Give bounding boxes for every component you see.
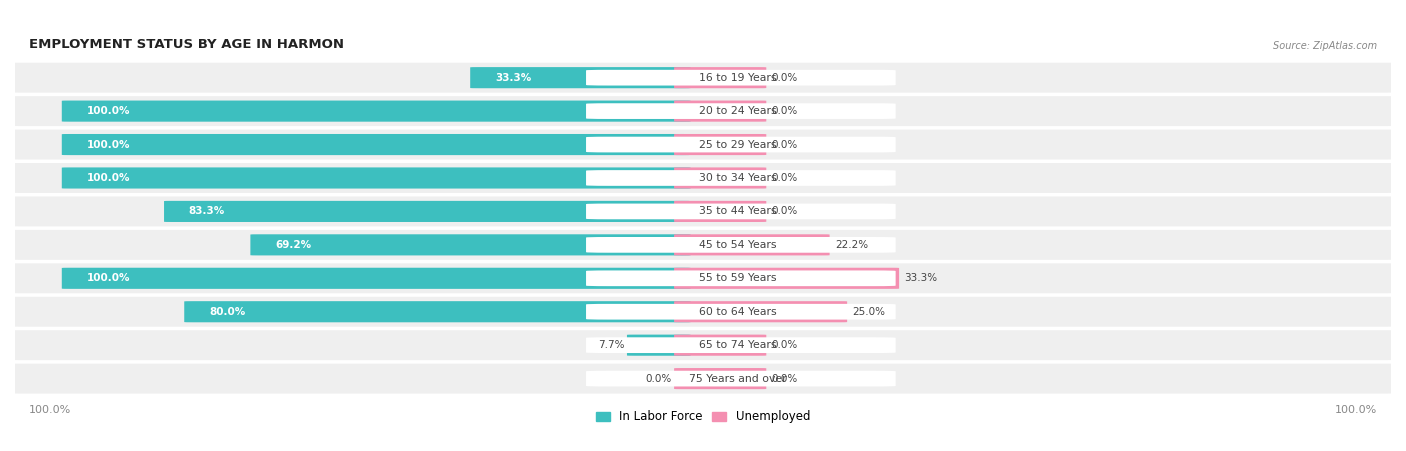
FancyBboxPatch shape — [586, 170, 896, 186]
FancyBboxPatch shape — [673, 101, 766, 122]
FancyBboxPatch shape — [586, 103, 896, 119]
FancyBboxPatch shape — [11, 96, 1395, 126]
Text: 0.0%: 0.0% — [772, 139, 799, 150]
Text: 0.0%: 0.0% — [772, 340, 799, 350]
FancyBboxPatch shape — [673, 335, 766, 356]
Text: 0.0%: 0.0% — [772, 373, 799, 384]
FancyBboxPatch shape — [673, 134, 766, 155]
Text: 45 to 54 Years: 45 to 54 Years — [699, 240, 776, 250]
FancyBboxPatch shape — [184, 301, 690, 322]
Text: 75 Years and over: 75 Years and over — [689, 373, 786, 384]
Text: 0.0%: 0.0% — [772, 173, 799, 183]
FancyBboxPatch shape — [627, 335, 690, 356]
Text: 65 to 74 Years: 65 to 74 Years — [699, 340, 776, 350]
FancyBboxPatch shape — [11, 129, 1395, 160]
FancyBboxPatch shape — [11, 297, 1395, 327]
Legend: In Labor Force, Unemployed: In Labor Force, Unemployed — [591, 406, 815, 428]
FancyBboxPatch shape — [11, 364, 1395, 394]
FancyBboxPatch shape — [11, 197, 1395, 226]
FancyBboxPatch shape — [673, 167, 766, 189]
Text: 0.0%: 0.0% — [772, 73, 799, 83]
FancyBboxPatch shape — [586, 337, 896, 353]
FancyBboxPatch shape — [586, 137, 896, 152]
FancyBboxPatch shape — [673, 268, 898, 289]
Text: 55 to 59 Years: 55 to 59 Years — [699, 273, 776, 283]
Text: 100.0%: 100.0% — [87, 139, 129, 150]
FancyBboxPatch shape — [586, 237, 896, 253]
Text: 25 to 29 Years: 25 to 29 Years — [699, 139, 776, 150]
FancyBboxPatch shape — [673, 368, 766, 389]
FancyBboxPatch shape — [586, 304, 896, 320]
FancyBboxPatch shape — [586, 271, 896, 286]
Text: 83.3%: 83.3% — [188, 207, 225, 216]
Text: 0.0%: 0.0% — [772, 106, 799, 116]
Text: 33.3%: 33.3% — [495, 73, 531, 83]
FancyBboxPatch shape — [250, 234, 690, 255]
Text: 100.0%: 100.0% — [87, 273, 129, 283]
Text: 100.0%: 100.0% — [87, 173, 129, 183]
FancyBboxPatch shape — [11, 163, 1395, 193]
Text: Source: ZipAtlas.com: Source: ZipAtlas.com — [1272, 41, 1378, 51]
FancyBboxPatch shape — [673, 301, 848, 322]
Text: 100.0%: 100.0% — [87, 106, 129, 116]
Text: 0.0%: 0.0% — [645, 373, 671, 384]
FancyBboxPatch shape — [673, 234, 830, 255]
FancyBboxPatch shape — [11, 230, 1395, 260]
Text: 30 to 34 Years: 30 to 34 Years — [699, 173, 776, 183]
Text: 20 to 24 Years: 20 to 24 Years — [699, 106, 776, 116]
FancyBboxPatch shape — [11, 63, 1395, 92]
Text: 16 to 19 Years: 16 to 19 Years — [699, 73, 776, 83]
Text: 33.3%: 33.3% — [904, 273, 938, 283]
FancyBboxPatch shape — [673, 67, 766, 88]
FancyBboxPatch shape — [586, 371, 896, 387]
Text: 69.2%: 69.2% — [276, 240, 311, 250]
Text: 25.0%: 25.0% — [852, 307, 886, 317]
Text: 60 to 64 Years: 60 to 64 Years — [699, 307, 776, 317]
FancyBboxPatch shape — [62, 268, 690, 289]
FancyBboxPatch shape — [11, 330, 1395, 360]
Text: 100.0%: 100.0% — [28, 405, 72, 415]
FancyBboxPatch shape — [470, 67, 690, 88]
FancyBboxPatch shape — [165, 201, 690, 222]
FancyBboxPatch shape — [673, 201, 766, 222]
Text: 0.0%: 0.0% — [772, 207, 799, 216]
Text: 35 to 44 Years: 35 to 44 Years — [699, 207, 776, 216]
FancyBboxPatch shape — [62, 167, 690, 189]
Text: EMPLOYMENT STATUS BY AGE IN HARMON: EMPLOYMENT STATUS BY AGE IN HARMON — [28, 38, 343, 51]
Text: 22.2%: 22.2% — [835, 240, 869, 250]
FancyBboxPatch shape — [62, 101, 690, 122]
FancyBboxPatch shape — [62, 134, 690, 155]
Text: 7.7%: 7.7% — [598, 340, 624, 350]
Text: 100.0%: 100.0% — [1334, 405, 1378, 415]
Text: 80.0%: 80.0% — [209, 307, 245, 317]
FancyBboxPatch shape — [11, 263, 1395, 293]
FancyBboxPatch shape — [586, 203, 896, 219]
FancyBboxPatch shape — [586, 70, 896, 86]
